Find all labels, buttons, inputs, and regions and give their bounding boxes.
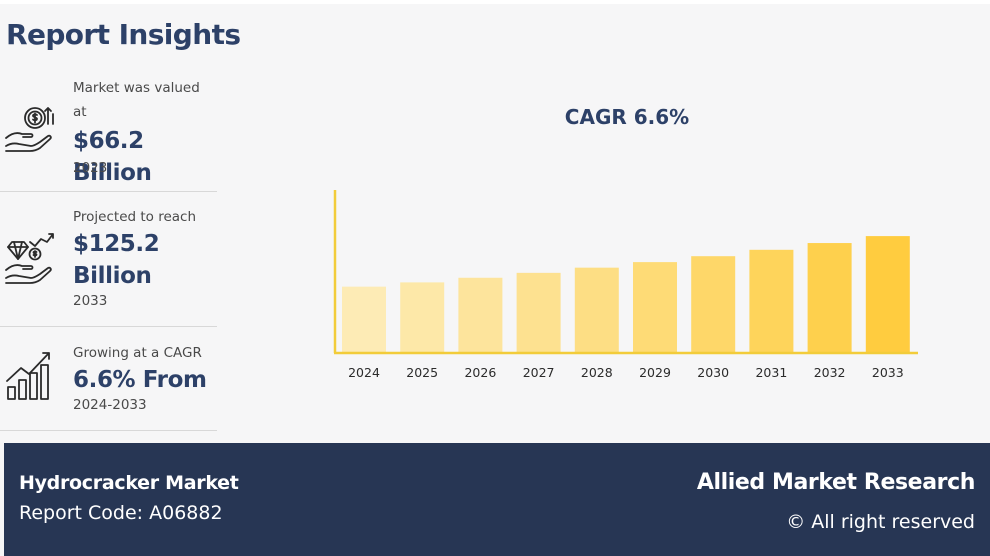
bar-2030 bbox=[691, 256, 736, 352]
insight-year: 2023 bbox=[73, 160, 108, 176]
insight-year: 2033 bbox=[73, 293, 108, 309]
insight-value: $66.2 Billion bbox=[73, 128, 152, 186]
bar-2026 bbox=[458, 277, 503, 352]
bar-2025 bbox=[400, 282, 445, 352]
bar-2027 bbox=[516, 272, 561, 352]
x-tick-label: 2030 bbox=[697, 365, 729, 380]
brand-name: Allied Market Research bbox=[696, 470, 976, 495]
growth-bars-icon bbox=[6, 352, 50, 400]
top-strip bbox=[0, 0, 990, 4]
market-name: Hydrocracker Market bbox=[19, 472, 239, 494]
x-tick-label: 2026 bbox=[464, 365, 496, 380]
insight-label: Projected to reach bbox=[73, 209, 197, 225]
insight-label: Market was valued at bbox=[73, 80, 200, 120]
bar-2033 bbox=[865, 236, 910, 352]
insight-market-value: Market was valued at $66.2 Billion 2023 bbox=[0, 74, 217, 192]
x-tick-label: 2025 bbox=[406, 365, 438, 380]
bar-2024 bbox=[342, 286, 386, 352]
bar-2032 bbox=[807, 243, 852, 352]
page-title: Report Insights bbox=[6, 18, 241, 51]
x-tick-label: 2033 bbox=[872, 365, 904, 380]
x-tick-label: 2027 bbox=[523, 365, 555, 380]
bar-2029 bbox=[633, 262, 677, 352]
footer-banner: Hydrocracker Market Report Code: A06882 … bbox=[4, 443, 990, 556]
bar-chart: 2024 2025 2026 2027 2028 2029 2030 2031 2032 2033 bbox=[333, 190, 918, 380]
diamond-coin-growth-icon bbox=[5, 233, 54, 284]
x-tick-label: 2028 bbox=[581, 365, 613, 380]
insight-label: Growing at a CAGR bbox=[73, 345, 202, 361]
copyright-notice: © All right reserved bbox=[786, 511, 975, 533]
bar-2031 bbox=[749, 249, 794, 352]
report-code: Report Code: A06882 bbox=[19, 502, 223, 524]
bar-2028 bbox=[574, 267, 619, 352]
money-hand-icon bbox=[5, 107, 54, 152]
insight-value: 6.6% From bbox=[73, 367, 207, 393]
insight-value: $125.2 Billion bbox=[73, 231, 160, 289]
x-tick-label: 2032 bbox=[814, 365, 846, 380]
insight-year: 2024-2033 bbox=[73, 397, 147, 413]
x-tick-label: 2029 bbox=[639, 365, 671, 380]
x-tick-label: 2024 bbox=[348, 365, 380, 380]
insight-projected-value: Projected to reach $125.2 Billion 2033 bbox=[0, 192, 217, 327]
chart-title: CAGR 6.6% bbox=[564, 105, 690, 129]
x-tick-label: 2031 bbox=[755, 365, 787, 380]
insight-cagr: Growing at a CAGR 6.6% From 2024-2033 bbox=[0, 327, 217, 431]
